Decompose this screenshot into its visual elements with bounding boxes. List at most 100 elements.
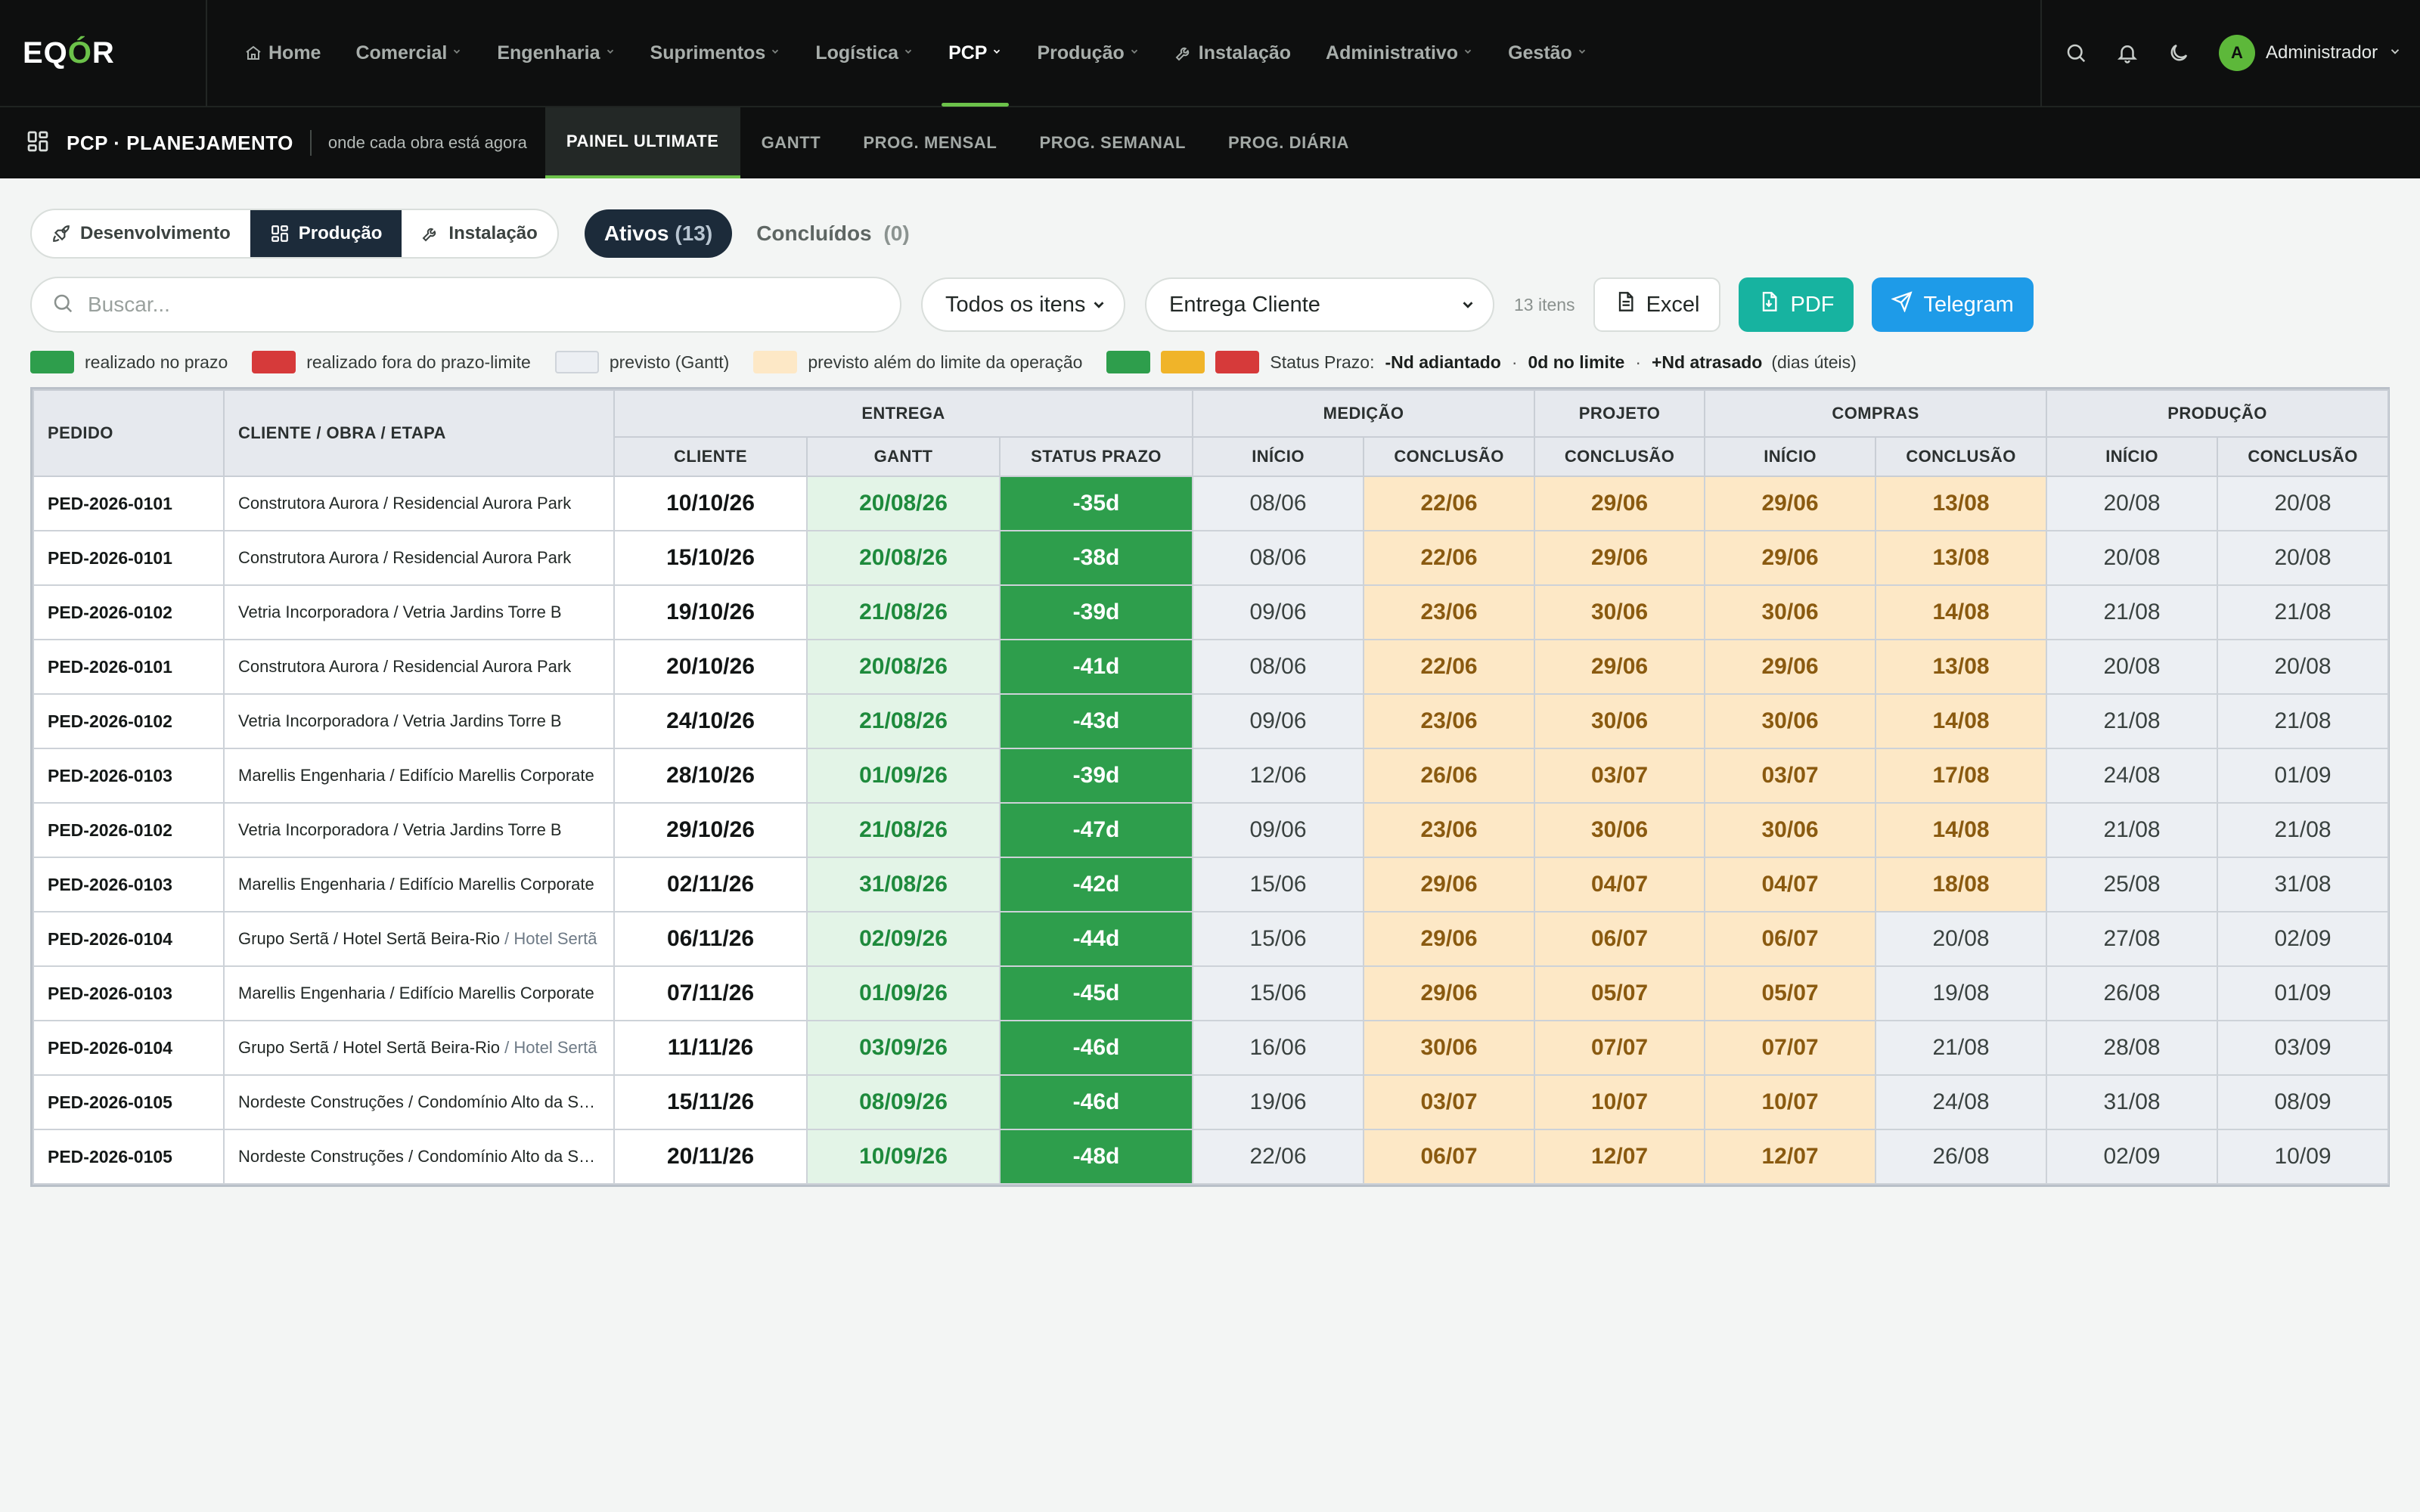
column-header-status-prazo: STATUS PRAZO <box>998 436 1194 477</box>
nav-item-gestao[interactable]: Gestão <box>1491 0 1605 107</box>
cell-compras-conclusao: 14/08 <box>1875 693 2048 749</box>
table-row[interactable]: PED-2026-0102 Vetria Incorporadora / Vetr… <box>33 693 2390 749</box>
cell-medicao-conclusao: 23/06 <box>1363 584 1536 640</box>
app-logo[interactable]: EQÓR <box>0 0 207 107</box>
column-header-projeto-conclusao: CONCLUSÃO <box>1534 436 1706 477</box>
cell-etapa-text: / Hotel Sertã <box>500 1038 597 1057</box>
table-row[interactable]: PED-2026-0104 Grupo Sertã / Hotel Sertã B… <box>33 911 2390 967</box>
cell-entrega-gantt: 21/08/26 <box>806 693 1001 749</box>
separator-dot: · <box>1635 352 1641 372</box>
cell-status-prazo: -35d <box>998 476 1194 531</box>
table-row[interactable]: PED-2026-0101 Construtora Aurora / Reside… <box>33 530 2390 586</box>
cell-medicao-conclusao: 23/06 <box>1363 802 1536 858</box>
table-row[interactable]: PED-2026-0103 Marellis Engenharia / Edifí… <box>33 965 2390 1021</box>
cell-cliente-obra: Vetria Incorporadora / Vetria Jardins To… <box>223 584 615 640</box>
search-input[interactable] <box>88 293 844 317</box>
cell-cliente-obra-text: Nordeste Construções / Condomínio Alto d… <box>238 1147 609 1166</box>
cell-pedido: PED-2026-0103 <box>33 857 225 912</box>
nav-item-label: Administrativo <box>1326 42 1459 64</box>
table-row[interactable]: PED-2026-0104 Grupo Sertã / Hotel Sertã B… <box>33 1020 2390 1076</box>
segment-instalacao[interactable]: Instalação <box>402 210 557 257</box>
tab-concluidos[interactable]: Concluídos (0) <box>756 222 909 246</box>
table-row[interactable]: PED-2026-0101 Construtora Aurora / Reside… <box>33 476 2390 531</box>
nav-item-engenharia[interactable]: Engenharia <box>479 0 632 107</box>
sort-select[interactable]: Entrega Cliente <box>1145 277 1494 332</box>
nav-item-producao[interactable]: Produção <box>1019 0 1156 107</box>
cell-medicao-inicio: 12/06 <box>1192 748 1365 804</box>
cell-producao-inicio: 25/08 <box>2046 857 2219 912</box>
cell-producao-inicio: 21/08 <box>2046 584 2219 640</box>
cell-entrega-cliente: 02/11/26 <box>613 857 808 912</box>
cell-producao-inicio: 20/08 <box>2046 476 2219 531</box>
cell-pedido: PED-2026-0102 <box>33 584 225 640</box>
user-menu[interactable]: A Administrador <box>2219 35 2402 71</box>
tab-ativos[interactable]: Ativos (13) <box>584 209 733 258</box>
cell-status-prazo: -39d <box>998 584 1194 640</box>
cell-projeto-conclusao: 06/07 <box>1534 911 1706 967</box>
cell-pedido: PED-2026-0105 <box>33 1074 225 1130</box>
cell-medicao-conclusao: 22/06 <box>1363 639 1536 695</box>
tab-gantt[interactable]: GANTT <box>761 133 821 152</box>
column-header-pedido: PEDIDO <box>33 389 225 477</box>
tab-painel-ultimate[interactable]: PAINEL ULTIMATE <box>544 107 740 178</box>
nav-item-administrativo[interactable]: Administrativo <box>1308 0 1491 107</box>
item-type-select[interactable]: Todos os itens <box>921 277 1125 332</box>
nav-item-suprimentos[interactable]: Suprimentos <box>633 0 799 107</box>
nav-item-logistica[interactable]: Logística <box>798 0 931 107</box>
nav-item-label: Gestão <box>1508 42 1572 64</box>
cell-compras-conclusao: 18/08 <box>1875 857 2048 912</box>
send-telegram-button[interactable]: Telegram <box>1872 277 2034 332</box>
planning-table: PEDIDO CLIENTE / OBRA / ETAPA ENTREGA ME… <box>30 387 2390 1187</box>
cell-projeto-conclusao: 10/07 <box>1534 1074 1706 1130</box>
table-row[interactable]: PED-2026-0103 Marellis Engenharia / Edifí… <box>33 748 2390 804</box>
moon-icon[interactable] <box>2167 42 2190 64</box>
cell-entrega-cliente: 20/10/26 <box>613 639 808 695</box>
legend-swatch <box>554 351 599 373</box>
segment-producao[interactable]: Produção <box>250 210 402 257</box>
module-tabs: PAINEL ULTIMATE GANTT PROG. MENSAL PROG. SE… <box>544 107 1370 178</box>
cell-medicao-inicio: 15/06 <box>1192 857 1365 912</box>
export-excel-label: Excel <box>1646 292 1700 317</box>
cell-cliente-obra: Construtora Aurora / Residencial Aurora … <box>223 639 615 695</box>
cell-medicao-inicio: 08/06 <box>1192 476 1365 531</box>
cell-producao-conclusao: 03/09 <box>2217 1020 2390 1076</box>
column-header-medicao-conclusao: CONCLUSÃO <box>1363 436 1536 477</box>
cell-pedido: PED-2026-0101 <box>33 639 225 695</box>
cell-entrega-cliente: 19/10/26 <box>613 584 808 640</box>
cell-cliente-obra-text: Marellis Engenharia / Edifício Marellis … <box>238 984 594 1002</box>
bell-icon[interactable] <box>2116 42 2139 64</box>
legend-swatch <box>1161 351 1205 373</box>
cell-producao-inicio: 21/08 <box>2046 802 2219 858</box>
cell-projeto-conclusao: 05/07 <box>1534 965 1706 1021</box>
table-row[interactable]: PED-2026-0103 Marellis Engenharia / Edifí… <box>33 857 2390 912</box>
table-row[interactable]: PED-2026-0105 Nordeste Construções / Cond… <box>33 1074 2390 1130</box>
cell-medicao-inicio: 09/06 <box>1192 693 1365 749</box>
nav-item-home[interactable]: Home <box>227 0 338 107</box>
segment-desenvolvimento[interactable]: Desenvolvimento <box>32 210 250 257</box>
cell-cliente-obra-text: Construtora Aurora / Residencial Aurora … <box>238 494 572 513</box>
search-icon[interactable] <box>2065 42 2087 64</box>
nav-item-instalacao[interactable]: Instalação <box>1157 0 1308 107</box>
export-pdf-button[interactable]: PDF <box>1739 277 1854 332</box>
table-row[interactable]: PED-2026-0102 Vetria Incorporadora / Vetr… <box>33 584 2390 640</box>
nav-item-pcp[interactable]: PCP <box>931 0 1019 107</box>
table-row[interactable]: PED-2026-0105 Nordeste Construções / Cond… <box>33 1129 2390 1185</box>
tab-prog-mensal[interactable]: PROG. MENSAL <box>863 133 997 152</box>
nav-item-label: Home <box>268 42 321 64</box>
table-row[interactable]: PED-2026-0101 Construtora Aurora / Reside… <box>33 639 2390 695</box>
nav-item-comercial[interactable]: Comercial <box>338 0 479 107</box>
cell-medicao-inicio: 15/06 <box>1192 965 1365 1021</box>
cell-compras-inicio: 29/06 <box>1704 476 1877 531</box>
nav-item-label: PCP <box>948 42 988 64</box>
column-header-compras-inicio: INÍCIO <box>1704 436 1877 477</box>
tab-concluidos-label: Concluídos <box>756 222 872 245</box>
cell-compras-inicio: 30/06 <box>1704 802 1877 858</box>
cell-entrega-cliente: 24/10/26 <box>613 693 808 749</box>
table-row[interactable]: PED-2026-0102 Vetria Incorporadora / Vetr… <box>33 802 2390 858</box>
tab-prog-semanal[interactable]: PROG. SEMANAL <box>1039 133 1187 152</box>
cell-compras-conclusao: 14/08 <box>1875 584 2048 640</box>
nav-item-label: Comercial <box>355 42 448 64</box>
cell-entrega-cliente: 20/11/26 <box>613 1129 808 1185</box>
tab-prog-di-ria[interactable]: PROG. DIÁRIA <box>1228 133 1350 152</box>
export-excel-button[interactable]: Excel <box>1593 277 1721 332</box>
